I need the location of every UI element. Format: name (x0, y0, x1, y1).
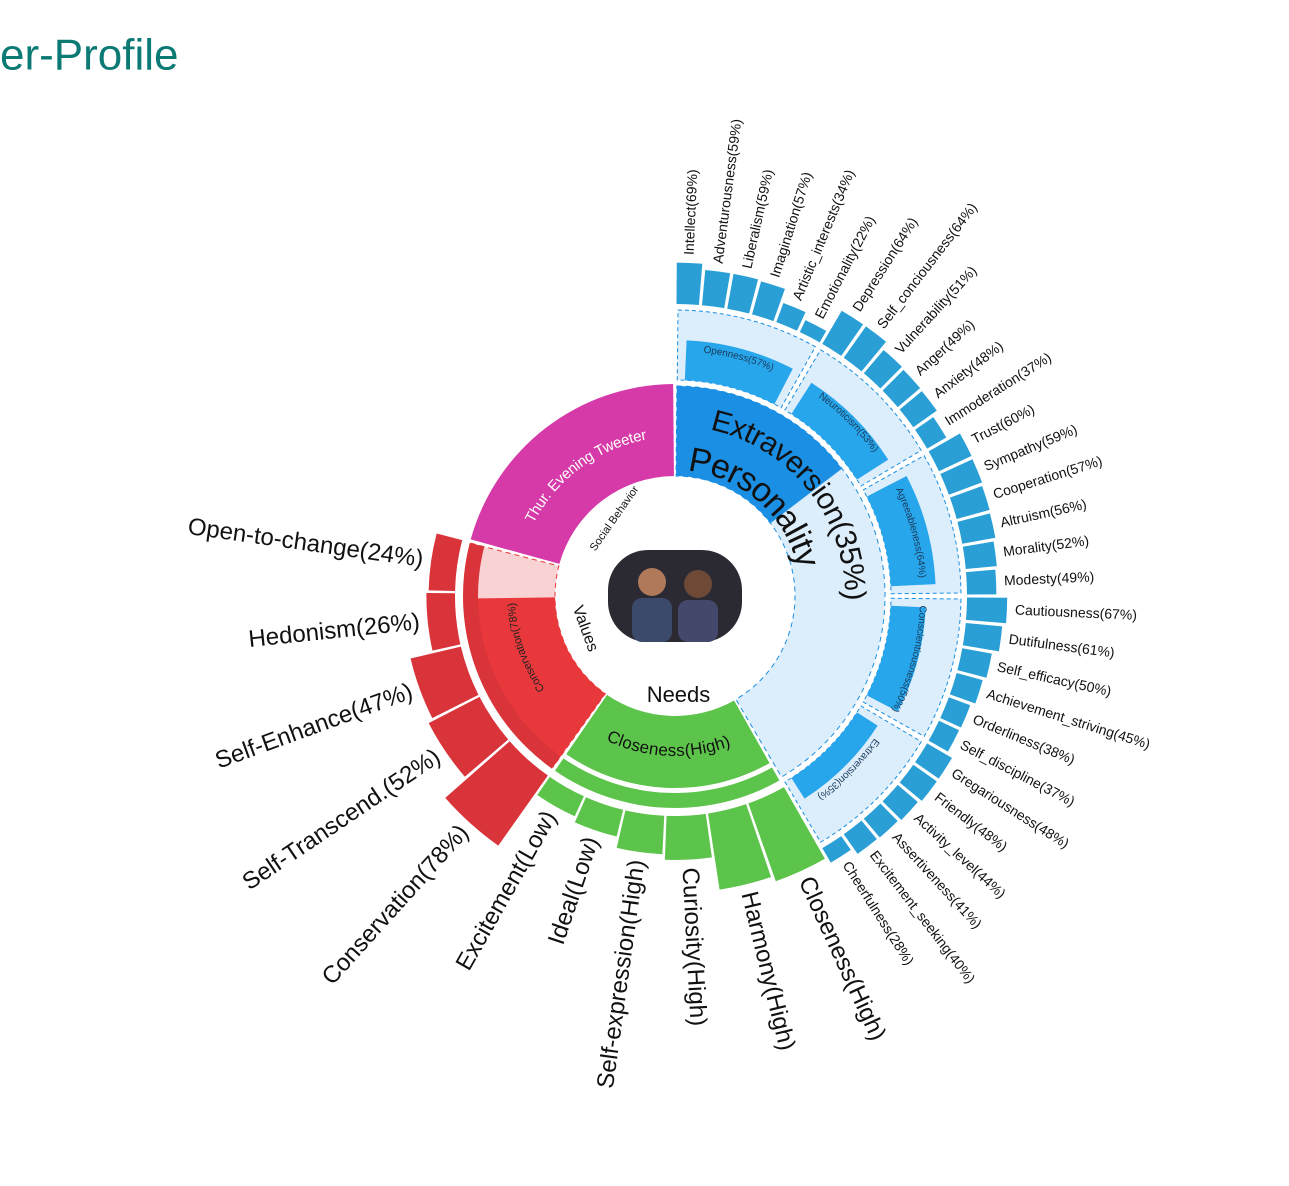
facet-bar (665, 814, 712, 860)
facet-label: Dutifulness(61%) (1008, 631, 1116, 661)
facet-label: Intellect(69%) (681, 169, 701, 255)
facet-bar (575, 797, 623, 836)
facet-bar (429, 533, 463, 591)
group-label: Values (569, 603, 601, 654)
facet-label: Curiosity(High) (677, 867, 712, 1027)
facet-label: Conservation(78%) (317, 819, 475, 990)
facet-label: Morality(52%) (1002, 532, 1090, 559)
facet-bar (822, 836, 850, 863)
facet-bar (727, 274, 758, 314)
photo-body (632, 598, 672, 642)
facet-label: Harmony(High) (736, 889, 801, 1053)
facet-bar (776, 303, 805, 331)
facet-label: Liberalism(59%) (739, 168, 777, 270)
photo-frame (608, 550, 742, 642)
page: {"chart_data": { "type": "sunburst", "ti… (0, 0, 1289, 1186)
facet-label: Adventurousness(59%) (710, 118, 745, 264)
facet-label: Self-Enhance(47%) (212, 678, 417, 775)
chart: er-Profile Intellect(69%) Adventurousness… (0, 0, 1289, 1186)
facet-bar (950, 673, 983, 703)
facet-label: Self-expression(High) (592, 858, 651, 1090)
facet-label: Open-to-change(24%) (186, 513, 425, 573)
facet-bar (617, 810, 665, 854)
facet-bar (957, 648, 991, 677)
facet-bar (963, 623, 1002, 651)
photo-face (684, 570, 712, 598)
group-label: Needs (647, 682, 711, 707)
page-title: er-Profile (0, 31, 179, 80)
facet-label: Altruism(56%) (999, 496, 1088, 531)
facet-bar (963, 542, 997, 569)
facet-label: Cautiousness(67%) (1015, 602, 1138, 623)
profile-photo (608, 550, 742, 642)
facet-bar (957, 513, 995, 543)
facet-bar (800, 320, 826, 342)
facet-bar (426, 593, 460, 651)
facet-bar (702, 270, 730, 308)
facet-label: Hedonism(26%) (247, 608, 421, 653)
facet-bar (940, 697, 970, 727)
photo-body (678, 600, 718, 642)
facet-label: Modesty(49%) (1004, 568, 1095, 588)
facet-label: Vulnerability(51%) (891, 263, 979, 357)
facet-bar (966, 598, 1007, 624)
facet-bar (966, 570, 996, 595)
facet-bar (677, 263, 703, 305)
photo-face (638, 568, 666, 596)
facet-label: Ideal(Low) (543, 833, 605, 948)
